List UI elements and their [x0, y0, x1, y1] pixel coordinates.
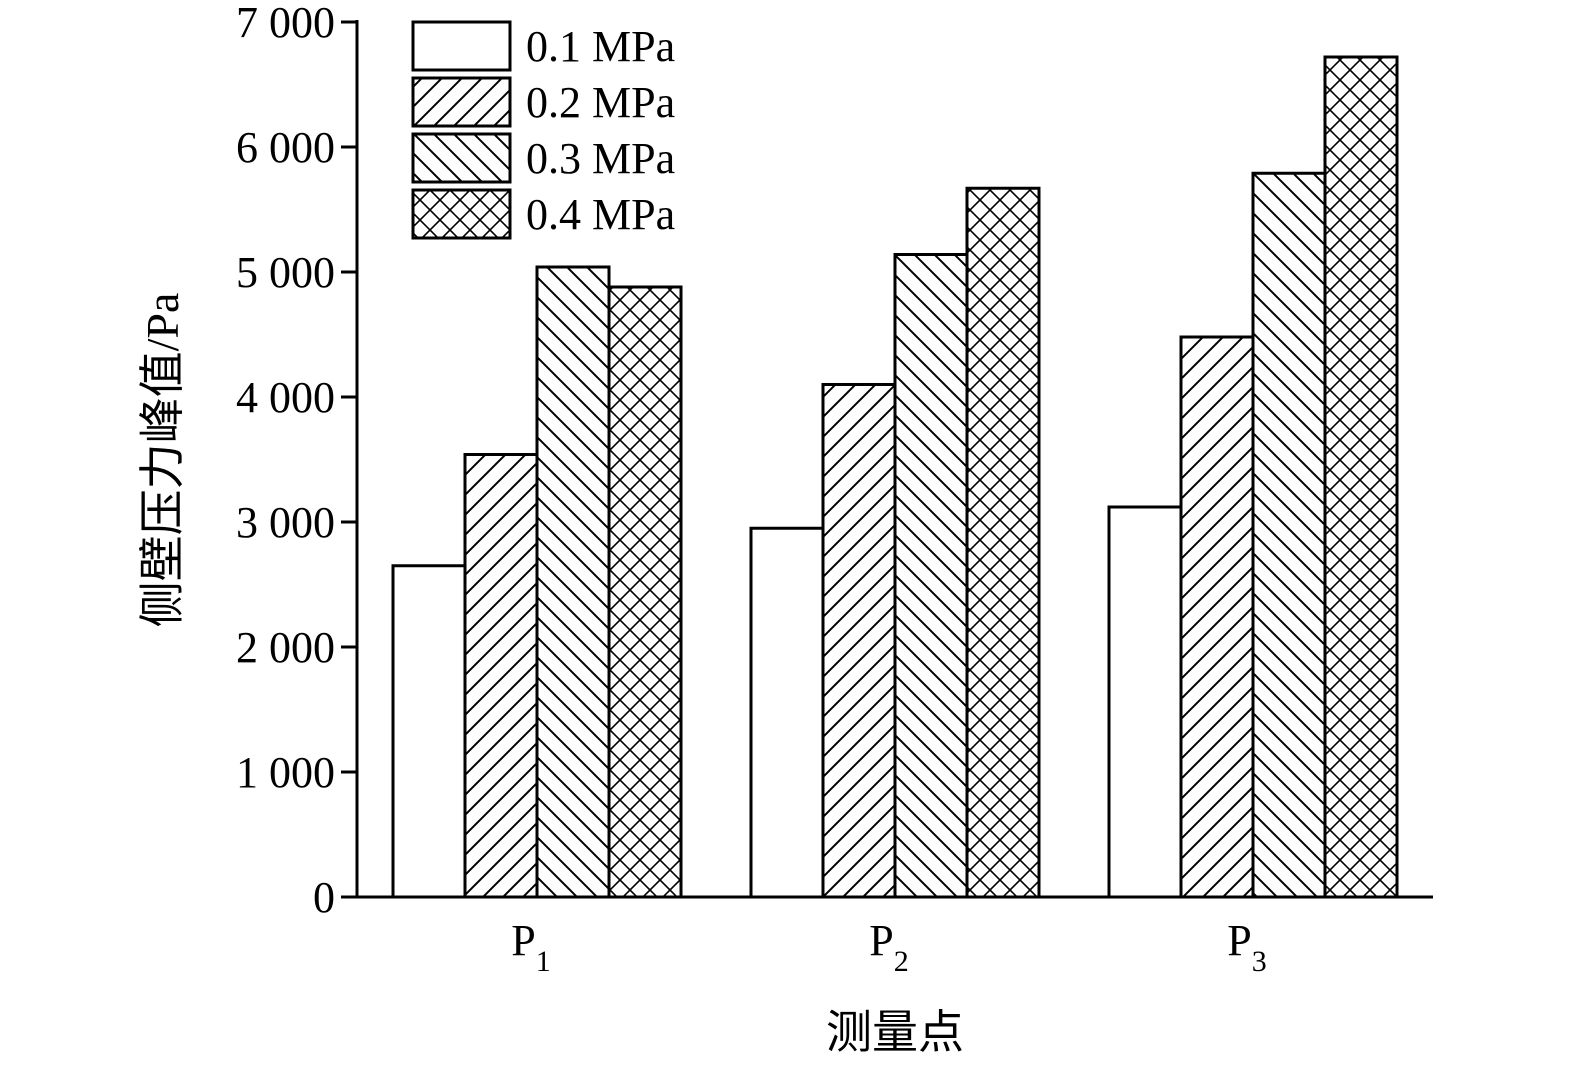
legend-label-1: 0.1 MPa	[526, 22, 675, 71]
y-axis-title: 侧壁压力峰值/Pa	[137, 293, 188, 628]
bars-layer	[391, 55, 1399, 899]
bar-p2-series-2	[821, 383, 897, 899]
y-tick-label: 6 000	[236, 123, 335, 172]
legend-swatch-2	[411, 76, 512, 128]
y-tick-label: 4 000	[236, 373, 335, 422]
y-tick-label: 7 000	[236, 0, 335, 47]
legend-label-4: 0.4 MPa	[526, 190, 675, 239]
axes-layer	[355, 20, 1433, 899]
legend-swatch-3	[411, 132, 512, 184]
bar-p2-series-1	[749, 526, 825, 899]
bar-p2-series-3	[893, 253, 969, 899]
x-axis-title: 测量点	[826, 1007, 964, 1058]
legend-swatch-4	[411, 188, 512, 240]
legend: 0.1 MPa 0.2 MPa 0.3 MPa 0.4 MPa	[411, 20, 675, 240]
bar-p3-series-3	[1251, 171, 1327, 899]
bar-p1-series-4	[607, 285, 683, 899]
y-tick-label: 1 000	[236, 748, 335, 797]
bar-p1-series-2	[463, 453, 539, 899]
y-ticks: 0 1 000 2 000 3 000 4 000 5 000 6 000 7 000	[236, 0, 357, 922]
x-tick-label: P2	[869, 916, 908, 978]
x-category-labels: P1 P2 P3	[511, 916, 1266, 978]
legend-label-3: 0.3 MPa	[526, 134, 675, 183]
bar-p3-series-1	[1107, 505, 1183, 899]
y-tick-label: 3 000	[236, 498, 335, 547]
bar-p2-series-4	[965, 186, 1041, 899]
x-tick-label: P3	[1227, 916, 1266, 978]
x-tick-label: P1	[511, 916, 550, 978]
y-tick-label: 5 000	[236, 248, 335, 297]
legend-swatch-1	[411, 20, 512, 72]
bar-p3-series-2	[1179, 335, 1255, 899]
bar-p1-series-1	[391, 564, 467, 899]
legend-label-2: 0.2 MPa	[526, 78, 675, 127]
y-tick-label: 0	[313, 873, 335, 922]
bar-p1-series-3	[535, 265, 611, 899]
bar-p3-series-4	[1323, 55, 1399, 899]
y-tick-label: 2 000	[236, 623, 335, 672]
